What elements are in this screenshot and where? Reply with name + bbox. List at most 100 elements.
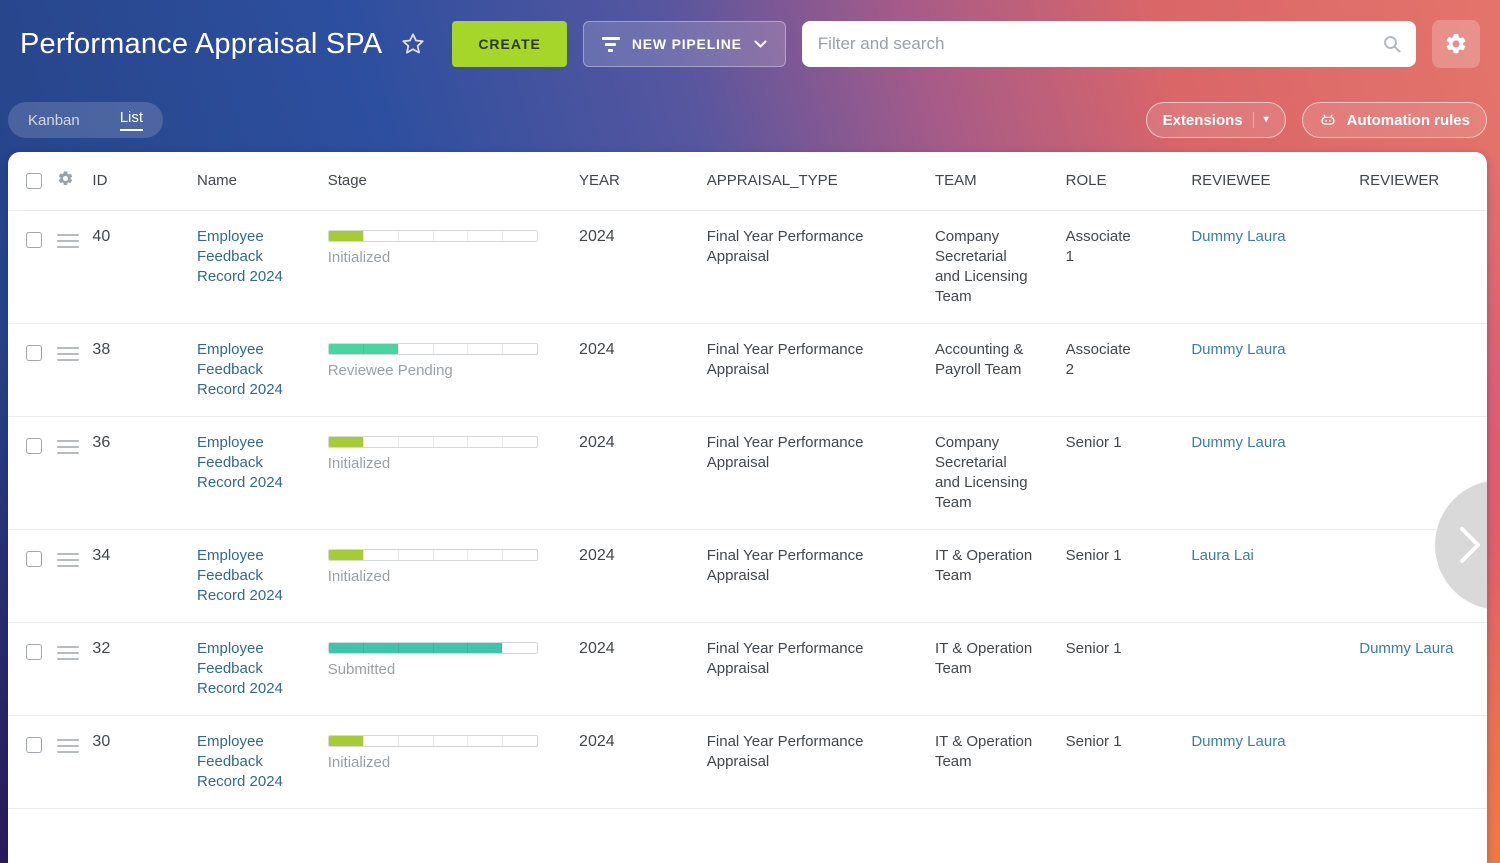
drag-handle-icon[interactable]: [57, 439, 80, 454]
col-header-name: Name: [196, 172, 237, 190]
cell-appraisal-type: Final Year Performance Appraisal: [706, 732, 864, 770]
cell-role: Senior 1: [1065, 433, 1122, 451]
stage-label: Initialized: [327, 454, 391, 472]
reviewee-link[interactable]: Dummy Laura: [1191, 732, 1286, 750]
drag-handle-icon[interactable]: [57, 346, 80, 361]
tab-kanban[interactable]: Kanban: [28, 111, 80, 129]
cell-team: IT & Operation Team: [934, 639, 1033, 677]
top-header: Performance Appraisal SPA CREATE NEW PIP…: [0, 0, 1500, 88]
search-icon: [1384, 36, 1401, 53]
automation-rules-button[interactable]: Automation rules: [1301, 102, 1487, 138]
stage-label: Reviewee Pending: [327, 361, 453, 379]
cell-role: Associate 2: [1065, 340, 1131, 378]
cell-reviewee: Dummy Laura: [1187, 715, 1355, 808]
page-title: Performance Appraisal SPA: [20, 27, 383, 60]
columns-gear-icon[interactable]: [57, 170, 74, 187]
cell-stage: Initialized: [324, 715, 575, 808]
favorite-star-icon[interactable]: [400, 31, 426, 57]
cell-reviewee: Dummy Laura: [1187, 323, 1355, 416]
robot-icon: [1320, 114, 1335, 125]
gear-icon: [1446, 33, 1466, 54]
row-id: 36: [92, 433, 111, 451]
new-pipeline-button[interactable]: NEW PIPELINE: [582, 21, 786, 67]
record-name-link[interactable]: Employee Feedback Record 2024: [196, 227, 283, 285]
cell-stage: Submitted: [324, 622, 575, 715]
cell-name: Employee Feedback Record 2024: [193, 622, 324, 715]
row-checkbox[interactable]: [26, 231, 42, 248]
cell-role: Senior 1: [1065, 546, 1122, 564]
cell-name: Employee Feedback Record 2024: [193, 416, 324, 529]
row-checkbox[interactable]: [26, 643, 42, 660]
search-box: [801, 21, 1416, 67]
cell-stage: Reviewee Pending: [324, 323, 575, 416]
cell-reviewee: Dummy Laura: [1187, 416, 1355, 529]
cell-year: 2024: [579, 546, 615, 564]
select-all-checkbox[interactable]: [26, 172, 42, 189]
table-row: 36 Employee Feedback Record 2024 Initial…: [8, 416, 1487, 529]
record-name-link[interactable]: Employee Feedback Record 2024: [196, 433, 283, 491]
cell-id: 38: [88, 323, 193, 416]
reviewee-link[interactable]: Dummy Laura: [1191, 227, 1286, 245]
create-button[interactable]: CREATE: [452, 21, 567, 67]
stage-progress-bar: [327, 734, 538, 747]
cell-id: 36: [88, 416, 193, 529]
cell-team: Accounting & Payroll Team: [934, 340, 1024, 378]
reviewee-link[interactable]: Laura Lai: [1191, 546, 1254, 564]
cell-year: 2024: [579, 340, 615, 358]
cell-id: 40: [88, 210, 193, 323]
cell-id: 32: [88, 622, 193, 715]
cell-team: IT & Operation Team: [934, 732, 1033, 770]
extensions-label: Extensions: [1162, 111, 1243, 129]
settings-button[interactable]: [1432, 20, 1480, 68]
cell-id: 34: [88, 529, 193, 622]
col-header-reviewer: REVIEWER: [1359, 172, 1440, 190]
drag-handle-icon[interactable]: [57, 645, 80, 660]
drag-handle-icon[interactable]: [57, 233, 80, 248]
row-checkbox[interactable]: [26, 344, 42, 361]
cell-year: 2024: [579, 732, 615, 750]
table-row: 38 Employee Feedback Record 2024 Reviewe…: [8, 323, 1487, 416]
cell-reviewer: [1355, 715, 1487, 808]
cell-role: Senior 1: [1065, 732, 1122, 750]
cell-name: Employee Feedback Record 2024: [193, 210, 324, 323]
col-header-year: YEAR: [579, 172, 620, 190]
cell-appraisal-type: Final Year Performance Appraisal: [706, 546, 864, 584]
drag-handle-icon[interactable]: [57, 738, 80, 753]
col-header-appraisal-type: APPRAISAL_TYPE: [706, 172, 838, 190]
extensions-caret-icon[interactable]: ▾: [1263, 114, 1269, 125]
cell-year: 2024: [579, 639, 615, 657]
row-id: 38: [92, 340, 111, 358]
new-pipeline-label: NEW PIPELINE: [631, 36, 742, 52]
record-name-link[interactable]: Employee Feedback Record 2024: [196, 546, 283, 604]
record-name-link[interactable]: Employee Feedback Record 2024: [196, 732, 283, 790]
reviewee-link[interactable]: Dummy Laura: [1191, 340, 1286, 358]
row-checkbox[interactable]: [26, 736, 42, 753]
automation-rules-label: Automation rules: [1346, 111, 1470, 129]
stage-label: Initialized: [327, 567, 391, 585]
search-input[interactable]: [801, 21, 1382, 67]
row-id: 40: [92, 227, 111, 245]
tab-list[interactable]: List: [119, 109, 144, 131]
extensions-button[interactable]: Extensions ▾: [1145, 102, 1286, 138]
record-name-link[interactable]: Employee Feedback Record 2024: [196, 340, 283, 398]
cell-year: 2024: [579, 227, 615, 245]
cell-reviewee: [1187, 622, 1355, 715]
record-name-link[interactable]: Employee Feedback Record 2024: [196, 639, 283, 697]
table-row: 40 Employee Feedback Record 2024 Initial…: [8, 210, 1487, 323]
col-header-team: TEAM: [934, 172, 977, 190]
col-header-reviewee: REVIEWEE: [1191, 172, 1271, 190]
stage-progress-bar: [327, 641, 538, 654]
cell-id: 30: [88, 715, 193, 808]
row-checkbox[interactable]: [26, 550, 42, 567]
col-header-role: ROLE: [1065, 172, 1107, 190]
reviewer-link[interactable]: Dummy Laura: [1359, 639, 1454, 657]
cell-name: Employee Feedback Record 2024: [193, 529, 324, 622]
cell-stage: Initialized: [324, 416, 575, 529]
reviewee-link[interactable]: Dummy Laura: [1191, 433, 1286, 451]
stage-progress-fill: [328, 642, 503, 653]
cell-appraisal-type: Final Year Performance Appraisal: [706, 227, 864, 265]
drag-handle-icon[interactable]: [57, 552, 80, 567]
row-checkbox[interactable]: [26, 437, 42, 454]
cell-stage: Initialized: [324, 529, 575, 622]
row-id: 34: [92, 546, 111, 564]
